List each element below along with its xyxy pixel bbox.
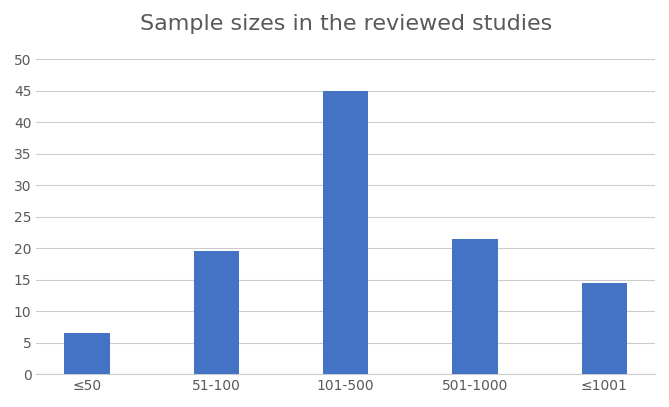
Bar [64,333,110,374]
Bar [452,239,498,374]
Title: Sample sizes in the reviewed studies: Sample sizes in the reviewed studies [140,14,552,34]
Bar [323,91,369,374]
Bar [582,283,627,374]
Bar [194,252,239,374]
